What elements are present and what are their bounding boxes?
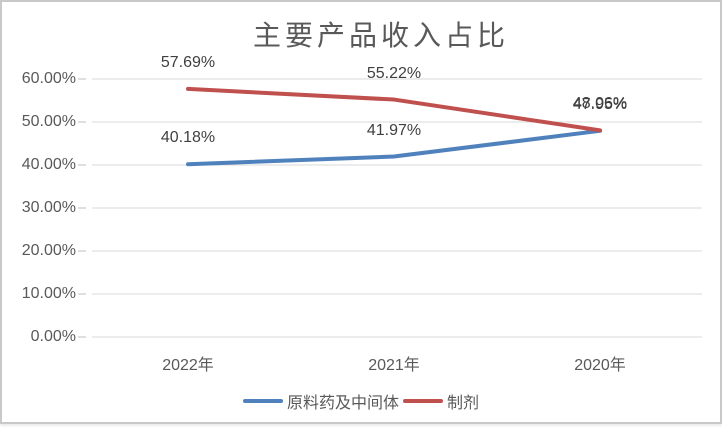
data-label: 48.06% [572,95,628,113]
y-axis-label: 50.00% [21,113,76,130]
x-axis-label: 2022年 [162,357,214,374]
legend-item: 原料药及中间体 [242,389,399,413]
y-axis-label: 40.00% [21,156,76,173]
legend-item: 制剂 [403,389,479,413]
legend-label: 制剂 [447,395,480,412]
series-line-2 [186,86,602,133]
legend-line-swatch [242,399,283,403]
chart-title: 主要产品收入占比 [252,21,509,52]
data-label: 55.22% [366,64,422,82]
y-axis-label: 30.00% [21,199,76,216]
legend-label: 原料药及中间体 [286,395,399,412]
y-axis-label: 10.00% [21,285,76,302]
y-axis-label: 20.00% [21,242,76,259]
x-axis-label: 2020年 [574,357,626,374]
series-line-1 [186,128,602,167]
data-label: 41.97% [366,121,422,139]
x-axis-labels: 2022年 2021年 2020年 [2,351,720,374]
x-axis-label: 2021年 [368,357,420,374]
legend: 原料药及中间体 制剂 [2,389,720,413]
data-label: 57.69% [160,53,216,71]
data-label: 40.18% [160,129,216,147]
y-axis-label: 0.00% [30,328,76,345]
legend-line-swatch [403,399,443,403]
y-axis-label: 60.00% [21,70,76,87]
data-label: 47.95% [572,95,628,113]
